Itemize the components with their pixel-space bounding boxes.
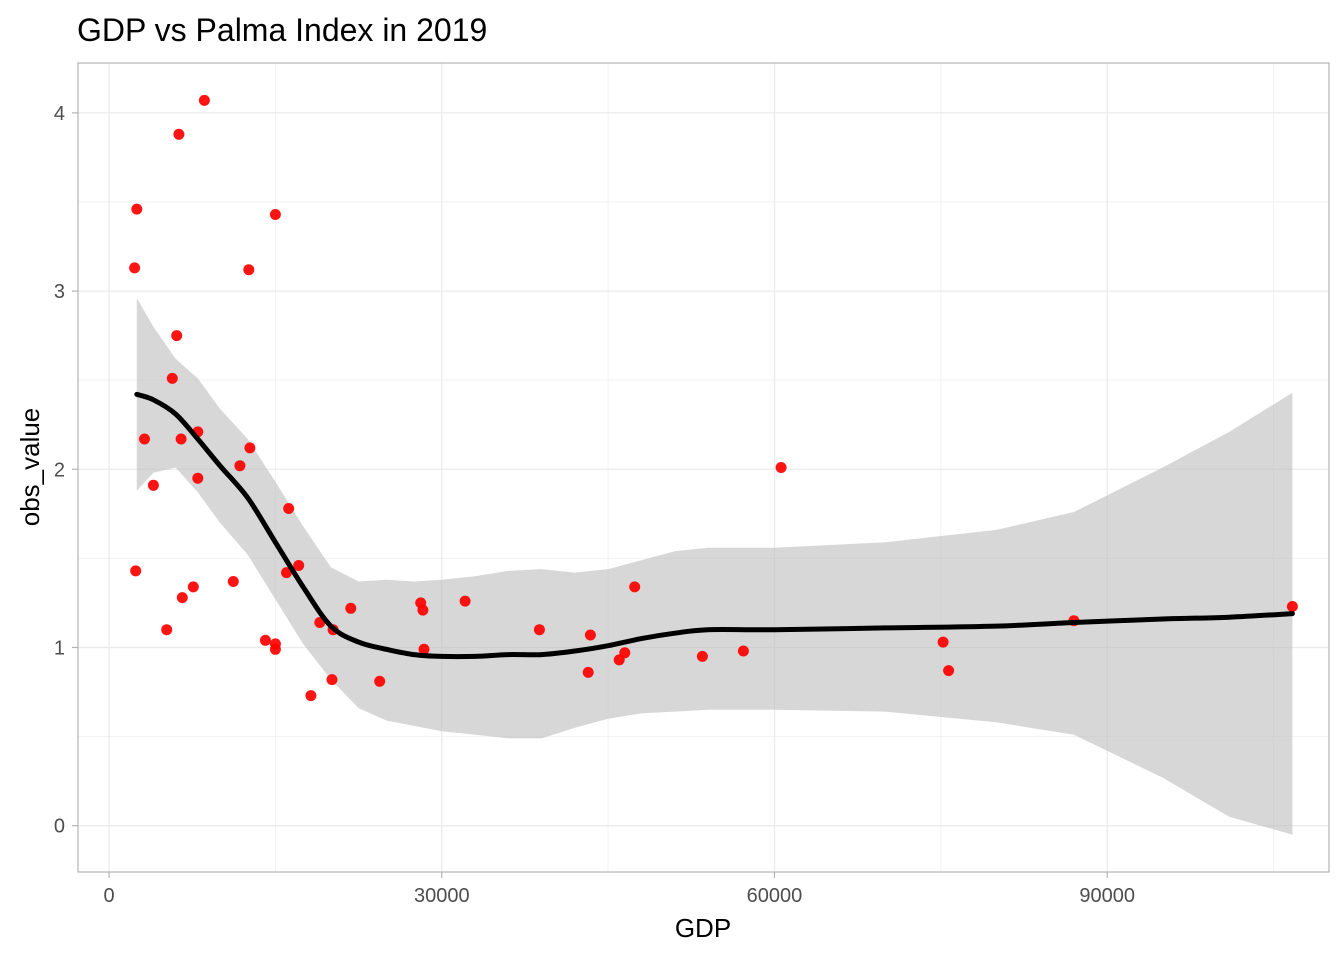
- data-point: [192, 472, 204, 484]
- data-point: [459, 595, 471, 607]
- data-point: [775, 462, 787, 473]
- x-tick-label: 90000: [1079, 885, 1135, 907]
- data-point: [418, 643, 430, 655]
- data-point: [175, 433, 187, 445]
- x-axis-title: GDP: [675, 913, 731, 943]
- data-point: [293, 560, 305, 571]
- data-point: [173, 128, 185, 140]
- data-point: [161, 624, 173, 636]
- data-point: [584, 629, 596, 641]
- data-point: [619, 647, 631, 659]
- data-point: [269, 643, 281, 655]
- data-point: [166, 372, 178, 384]
- data-point: [187, 581, 199, 593]
- smooth-trend-line: [134, 391, 1295, 660]
- data-point: [417, 604, 429, 616]
- confidence-band-layer: [136, 298, 1293, 835]
- data-point: [176, 592, 188, 604]
- data-point: [269, 209, 281, 220]
- data-point: [129, 262, 141, 274]
- data-point: [281, 567, 292, 579]
- data-point: [283, 503, 295, 514]
- y-tick-label: 3: [54, 281, 65, 303]
- data-point: [305, 690, 317, 702]
- data-point: [937, 636, 949, 648]
- data-point: [130, 565, 142, 577]
- data-point: [234, 460, 246, 472]
- data-point: [243, 264, 255, 276]
- major-gridlines: [78, 63, 1329, 872]
- data-point: [326, 674, 338, 686]
- x-tick-label: 60000: [747, 885, 803, 907]
- data-point: [533, 624, 545, 636]
- data-point: [139, 433, 150, 445]
- y-tick-label: 1: [54, 637, 65, 659]
- chart-title: GDP vs Palma Index in 2019: [77, 12, 487, 48]
- data-point: [244, 442, 256, 454]
- y-tick-label: 4: [54, 103, 65, 125]
- data-point: [147, 479, 159, 491]
- confidence-band: [136, 298, 1293, 835]
- x-axis-ticks: 0 30000 60000 90000: [103, 872, 1135, 907]
- smooth-line-layer: [134, 391, 1295, 660]
- data-point: [374, 675, 386, 687]
- panel-border: [77, 62, 1330, 873]
- x-tick-label: 0: [103, 885, 114, 907]
- y-axis-title: obs_value: [15, 408, 45, 527]
- data-point: [171, 330, 183, 342]
- data-point: [345, 602, 357, 614]
- y-tick-label: 0: [54, 816, 65, 838]
- data-point: [259, 634, 271, 646]
- data-point: [737, 645, 749, 657]
- data-point: [227, 576, 239, 587]
- data-point: [1286, 601, 1298, 612]
- y-axis-ticks: 0 1 2 3 4: [54, 103, 78, 838]
- data-point: [131, 203, 143, 215]
- data-point: [198, 94, 210, 106]
- y-tick-label: 2: [54, 459, 65, 481]
- data-point: [582, 666, 594, 678]
- data-point: [629, 581, 641, 593]
- x-tick-label: 30000: [414, 885, 470, 907]
- data-point: [943, 665, 955, 677]
- data-point: [696, 650, 708, 662]
